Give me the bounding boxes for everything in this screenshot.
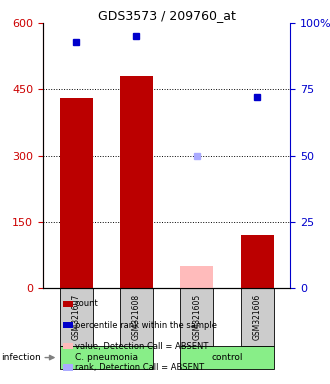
Bar xyxy=(63,322,73,328)
Bar xyxy=(59,288,93,346)
Text: GSM321606: GSM321606 xyxy=(253,294,262,340)
Text: GSM321605: GSM321605 xyxy=(192,294,201,340)
Text: percentile rank within the sample: percentile rank within the sample xyxy=(75,321,217,329)
Bar xyxy=(63,343,73,349)
Title: GDS3573 / 209760_at: GDS3573 / 209760_at xyxy=(98,9,236,22)
Text: value, Detection Call = ABSENT: value, Detection Call = ABSENT xyxy=(75,342,208,351)
Bar xyxy=(180,266,214,288)
Text: GSM321608: GSM321608 xyxy=(132,294,141,340)
Text: count: count xyxy=(75,300,99,308)
Bar xyxy=(180,346,274,369)
Bar xyxy=(241,235,274,288)
Bar xyxy=(59,98,93,288)
Bar xyxy=(120,288,153,346)
Text: infection: infection xyxy=(1,353,41,362)
Text: C. pneumonia: C. pneumonia xyxy=(75,353,138,362)
Bar xyxy=(180,288,214,346)
Bar xyxy=(59,346,153,369)
Bar xyxy=(63,301,73,307)
Bar xyxy=(63,364,73,371)
Bar xyxy=(241,288,274,346)
Text: rank, Detection Call = ABSENT: rank, Detection Call = ABSENT xyxy=(75,363,204,372)
Bar xyxy=(120,76,153,288)
Text: control: control xyxy=(211,353,243,362)
Text: GSM321607: GSM321607 xyxy=(72,294,81,340)
